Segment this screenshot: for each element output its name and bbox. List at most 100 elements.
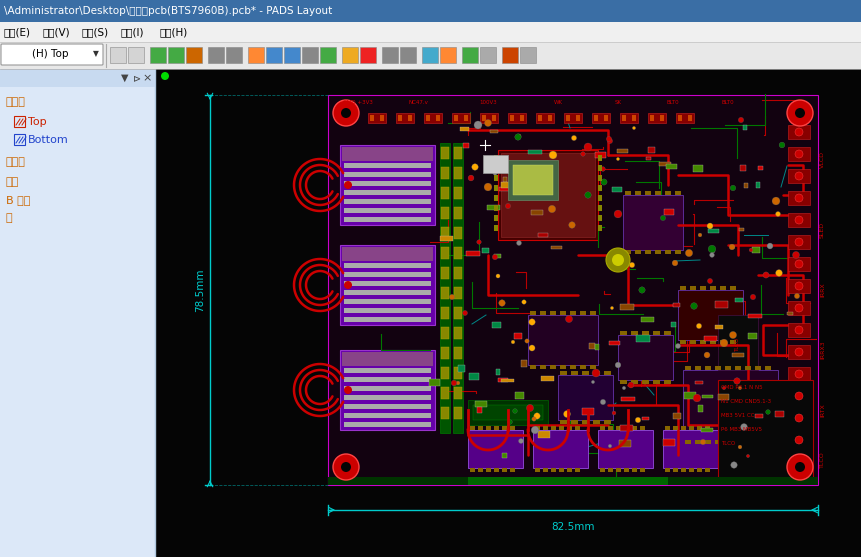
Circle shape [762,272,768,278]
Bar [619,380,626,384]
Bar [787,191,809,205]
Bar [598,430,653,468]
Bar [787,169,809,183]
Bar [492,322,500,328]
Circle shape [740,423,746,431]
Bar [339,145,435,225]
Circle shape [600,179,606,185]
Bar [441,387,449,399]
Bar [498,378,507,382]
Bar [486,205,499,210]
Circle shape [710,249,714,253]
Bar [672,413,680,419]
Bar [717,315,757,370]
Circle shape [533,413,540,419]
Bar [407,115,412,121]
Bar [208,47,224,63]
Bar [684,440,691,444]
Bar [493,185,498,191]
Text: 78.5mm: 78.5mm [195,268,205,312]
Text: \Administrator\Desktop\核心板pcb(BTS7960B).pcb* - PADS Layout: \Administrator\Desktop\核心板pcb(BTS7960B).… [4,6,331,16]
Circle shape [794,172,802,180]
Bar [754,414,762,418]
Bar [369,115,374,121]
Bar [537,115,542,121]
Bar [608,341,619,345]
Bar [719,340,725,344]
Bar [734,440,740,444]
Bar [550,468,555,472]
Circle shape [591,380,594,384]
Bar [598,225,601,231]
Circle shape [730,462,736,468]
Bar [623,468,629,472]
Bar [344,413,430,418]
Bar [589,365,595,369]
Text: NC47.v: NC47.v [407,100,427,105]
Bar [501,426,506,430]
Bar [714,440,720,444]
Circle shape [613,210,621,218]
Bar [0,0,861,22]
Text: IRTX: IRTX [819,403,824,417]
Bar [787,235,809,249]
FancyBboxPatch shape [1,44,102,65]
Bar [454,327,461,339]
Bar [493,215,498,221]
Bar [429,379,439,386]
Bar [744,366,750,370]
Circle shape [565,315,572,323]
Bar [380,115,383,121]
Bar [510,115,513,121]
Bar [425,115,430,121]
Text: IRRX3: IRRX3 [819,341,824,359]
Bar [539,311,545,315]
Circle shape [794,216,802,224]
Bar [344,272,430,277]
Bar [663,380,670,384]
Circle shape [708,245,715,253]
Bar [604,420,610,424]
Bar [786,312,792,315]
Text: 工具(I): 工具(I) [121,27,145,37]
Circle shape [607,139,612,144]
Bar [787,323,809,337]
Circle shape [794,436,802,444]
Bar [581,408,593,415]
Bar [507,113,525,123]
Bar [599,426,604,430]
Bar [344,395,430,400]
Bar [635,191,641,195]
Text: N1 CMD CND5.1-3: N1 CMD CND5.1-3 [720,399,771,404]
Bar [699,286,705,290]
Bar [787,345,809,359]
Circle shape [476,240,480,244]
Circle shape [548,206,555,213]
Text: Top: Top [28,117,46,127]
Bar [592,371,599,375]
Circle shape [524,339,529,343]
Text: 备: 备 [6,213,13,223]
Bar [560,371,567,375]
Circle shape [580,152,585,156]
Circle shape [794,260,802,268]
Bar [530,311,536,315]
Bar [283,47,300,63]
Bar [624,250,630,254]
Circle shape [568,222,574,228]
Bar [569,311,575,315]
Bar [439,236,453,241]
Circle shape [605,136,611,141]
Text: 查看(V): 查看(V) [43,27,71,37]
Bar [734,298,742,302]
Bar [744,440,750,444]
Bar [501,453,506,458]
Circle shape [699,439,705,444]
Circle shape [526,404,533,412]
Circle shape [738,118,743,123]
Text: 100V3: 100V3 [479,100,496,105]
Text: SLED: SLED [819,222,824,238]
Bar [499,187,512,191]
Bar [528,150,542,154]
Circle shape [492,171,497,175]
